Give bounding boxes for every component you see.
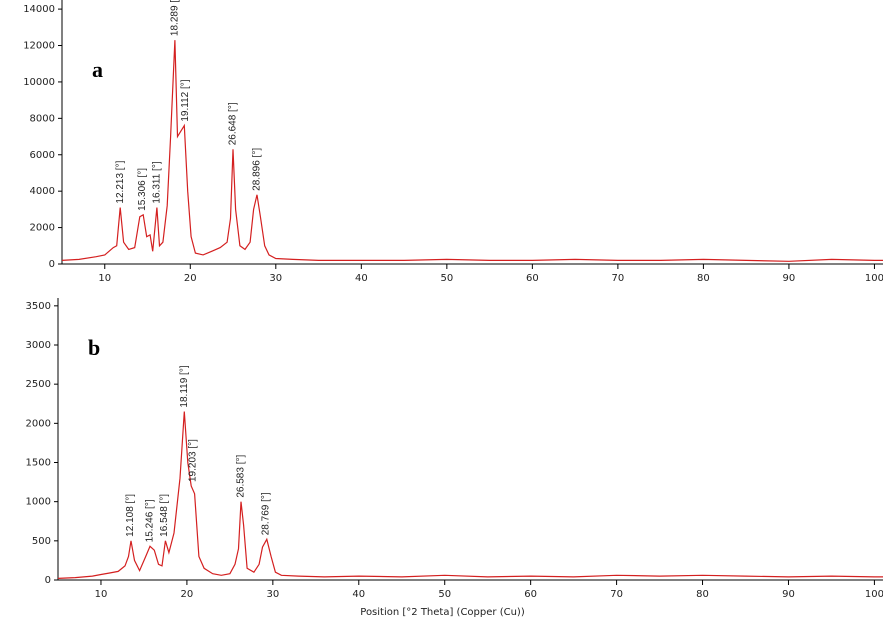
peak-label: 18.289 [°] — [170, 0, 181, 36]
y-tick-label: 0 — [49, 259, 55, 270]
peak-label: 16.311 [°] — [152, 161, 163, 203]
peak-label: 28.896 [°] — [252, 148, 263, 191]
x-tick-label: 80 — [697, 273, 710, 284]
x-tick-label: 40 — [352, 589, 365, 600]
panel-label: b — [88, 335, 100, 360]
peak-label: 15.246 [°] — [145, 499, 156, 542]
peak-label: 12.108 [°] — [125, 494, 136, 537]
y-tick-label: 4000 — [30, 186, 55, 197]
peak-label: 28.769 [°] — [261, 492, 272, 535]
peak-label: 16.548 [°] — [159, 494, 170, 537]
y-tick-label: 10000 — [23, 77, 55, 88]
x-tick-label: 30 — [266, 589, 279, 600]
x-tick-label: 90 — [783, 273, 796, 284]
peak-label: 19.203 [°] — [188, 439, 199, 482]
peak-label: 12.213 [°] — [115, 160, 126, 203]
peak-label: 15.306 [°] — [137, 168, 148, 211]
x-tick-label: 90 — [782, 589, 795, 600]
peak-label: 26.648 [°] — [228, 102, 239, 145]
y-tick-label: 14000 — [23, 4, 55, 15]
xrd-line — [61, 40, 883, 262]
y-tick-label: 8000 — [30, 113, 55, 124]
x-tick-label: 70 — [612, 273, 625, 284]
x-tick-label: 10 — [98, 273, 111, 284]
x-tick-label: 60 — [524, 589, 537, 600]
x-tick-label: 50 — [440, 273, 453, 284]
y-tick-label: 2000 — [26, 418, 51, 429]
x-tick-label: 100 — [865, 589, 883, 600]
peak-label: 19.112 [°] — [180, 79, 191, 121]
y-tick-label: 2000 — [30, 223, 55, 234]
x-tick-label: 80 — [696, 589, 709, 600]
y-tick-label: 1000 — [26, 497, 51, 508]
xrd-line — [57, 411, 883, 579]
x-tick-label: 20 — [184, 273, 197, 284]
y-tick-label: 3000 — [26, 340, 51, 351]
y-tick-label: 500 — [32, 536, 51, 547]
x-tick-label: 70 — [610, 589, 623, 600]
x-tick-label: 30 — [269, 273, 282, 284]
panel-label: a — [92, 57, 103, 82]
y-tick-label: 6000 — [30, 150, 55, 161]
x-tick-label: 20 — [181, 589, 194, 600]
peak-label: 26.583 [°] — [236, 455, 247, 498]
y-tick-label: 2500 — [26, 379, 51, 390]
peak-label: 18.119 [°] — [179, 365, 190, 407]
x-tick-label: 10 — [95, 589, 108, 600]
x-axis-title: Position [°2 Theta] (Copper (Cu)) — [360, 607, 525, 618]
x-tick-label: 40 — [355, 273, 368, 284]
y-tick-label: 3500 — [26, 301, 51, 312]
x-tick-label: 60 — [526, 273, 539, 284]
x-tick-label: 100 — [865, 273, 883, 284]
y-tick-label: 1500 — [26, 458, 51, 469]
x-tick-label: 50 — [438, 589, 451, 600]
y-tick-label: 0 — [45, 575, 51, 586]
y-tick-label: 12000 — [23, 41, 55, 52]
